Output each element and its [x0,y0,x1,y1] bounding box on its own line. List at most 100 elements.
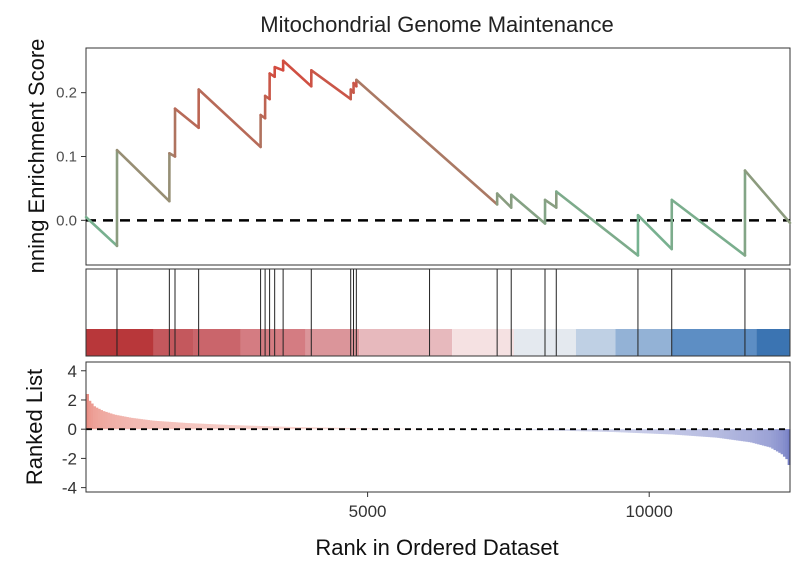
ranked-list-bar [764,429,768,447]
ranked-list-bar [653,429,657,434]
es-y-tick-label: 0.2 [56,85,77,102]
ranked-list-bar [269,426,272,430]
ranked-list-bar [297,427,301,430]
ranked-list-bar [95,407,99,430]
ranked-list-bar [714,429,718,438]
ranked-list-bar [599,429,603,432]
ranked-list-bar [177,422,181,430]
ranked-list-bar [109,413,113,430]
rank-color-bin [240,329,306,356]
ranked-list-bar [90,403,94,430]
ranked-list-bar [691,429,695,436]
ranked-list-bar [147,420,150,430]
ranked-list-bar [646,429,650,434]
ranked-list-bar [651,429,655,434]
ranked-list-bar [344,427,348,430]
ranked-list-bar [759,429,763,445]
ranked-list-bar [388,428,392,430]
es-curve-segment [281,59,313,88]
ranked-list-bar [710,429,714,438]
ranked-list-bar [240,425,244,430]
ranked-panel-border [85,361,791,493]
ranked-list-bar [757,429,761,445]
ranked-list-bar [649,429,653,434]
ranked-list-bar [186,423,190,430]
ranked-list-bar [592,429,596,432]
ranked-list-bar [308,427,312,430]
ranked-y-tick-label: -2 [62,449,77,468]
rank-color-bin [575,329,616,356]
ranked-list-bar [346,428,350,430]
ranked-list-bar [86,394,89,430]
x-ticks: 5000 10000 [349,492,673,521]
ranked-list-bar [717,429,721,438]
ranked-list-bar [750,429,754,443]
ranked-list-bar [578,429,582,432]
ranked-list-bar [775,429,779,452]
ranked-list-bar [658,429,662,434]
ranked-list-bar [602,429,606,432]
ranked-list-bar [609,429,613,432]
ranked-list-bar [745,429,749,442]
ranked-list-bar [231,425,235,430]
ranked-list-bar [123,416,127,430]
rank-color-bin [153,329,193,356]
ranked-list-bar [545,429,549,431]
ranked-list-bar [682,429,685,436]
ranked-list-bar [262,426,265,430]
ranked-list-bar [184,422,188,430]
ranked-list-bar [97,408,101,430]
ranked-list-bar [156,421,160,430]
ranked-list-bar [623,429,627,433]
ranked-list-bar [660,429,664,435]
ranked-list-bar [88,400,92,430]
ranked-list-bar [151,420,155,430]
rank-color-bin [359,329,453,356]
ranked-list-bar [780,429,784,455]
ranked-list-bar [738,429,742,441]
ranked-list-bar [208,424,211,430]
es-y-tick-label: 0.1 [56,149,77,166]
ranked-list-bar [642,429,646,434]
ranked-y-tick-label: 0 [68,420,77,439]
ranked-list-bar [564,429,568,431]
ranked-list-bar [719,429,723,439]
es-panel: 0.0 0.1 0.2 nning Enrichment Score [24,39,792,273]
ranked-list-bar [271,426,275,430]
ranked-list-bar [677,429,681,435]
rank-color-bin [193,329,241,356]
hit-lines [116,269,746,356]
ranked-y-tick-label: 2 [68,391,77,410]
ranked-list-bar [203,423,207,430]
es-curve-segment [555,190,640,257]
ranked-list-bar [130,417,134,430]
ranked-list-bar [191,423,195,430]
ranked-list-bar [696,429,700,437]
ranked-list-bar [679,429,683,436]
ranked-list-bar [175,422,179,430]
ranked-list-bar [224,424,228,430]
ranked-list-bar [740,429,744,442]
ranked-list-bar [731,429,735,440]
hit-panel-border [85,268,791,357]
ranked-list-bar [522,429,526,431]
ranked-list-bar [292,426,296,430]
es-curve-segment [173,107,200,130]
ranked-list-bar [163,421,167,430]
ranked-y-tick-label: 4 [68,362,77,381]
ranked-list-bar [625,429,629,433]
ranked-list-bar [243,425,247,430]
ranked-list-bar [576,429,580,432]
ranked-list-bar [747,429,751,443]
ranked-list-bar [273,426,277,430]
ranked-list-bar [721,429,725,439]
ranked-list-bar [611,429,615,433]
ranked-list-bar [128,417,132,430]
ranked-list-bar [597,429,601,432]
ranked-list-bar [132,418,136,430]
ranked-list-bar [583,429,587,432]
ranked-list-bar [736,429,739,441]
es-curve-segment [636,213,674,251]
ranked-list-bar [686,429,690,436]
ranked-list-bar [142,419,146,430]
